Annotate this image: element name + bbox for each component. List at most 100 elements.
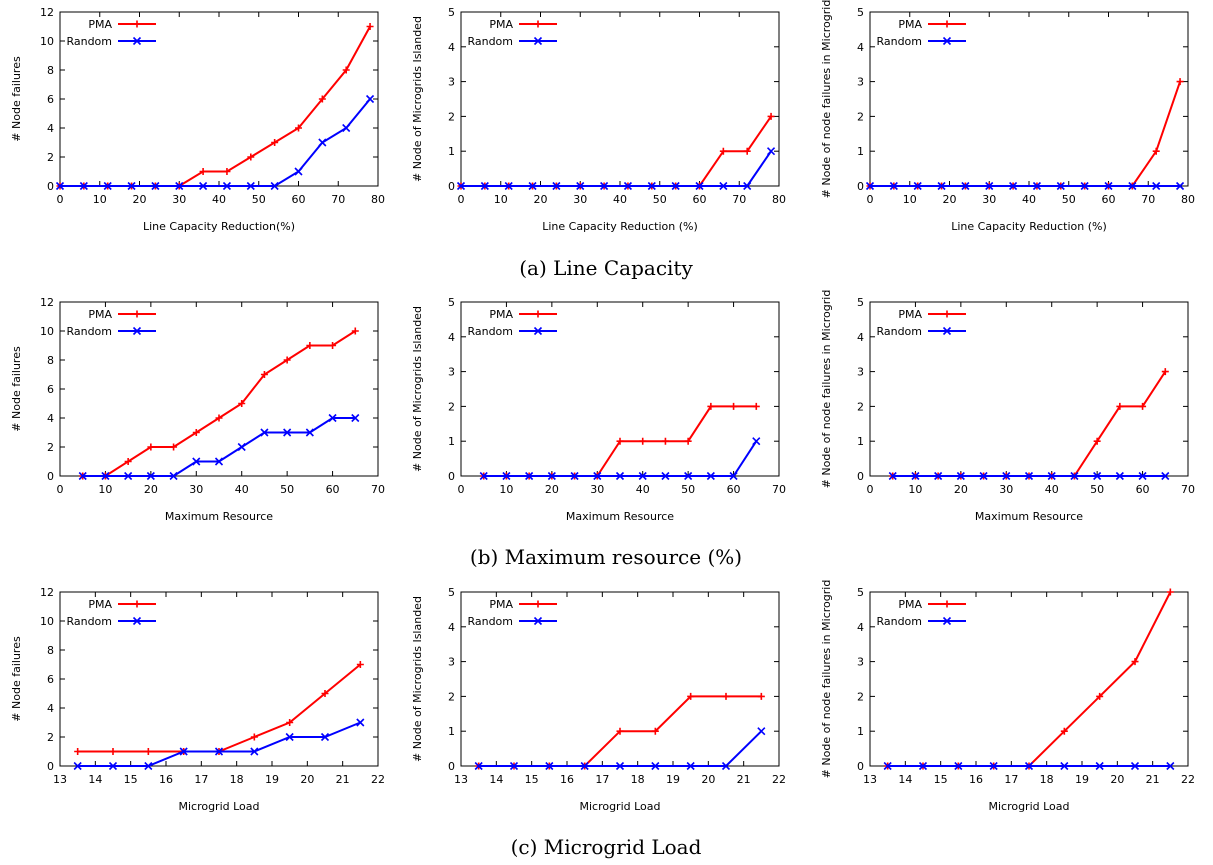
x-tick-label: 70 (732, 193, 746, 206)
x-tick-label: 14 (88, 773, 102, 786)
data-point-random (351, 413, 360, 423)
data-point-pma (329, 342, 337, 349)
data-point-random (937, 181, 946, 191)
series-line-pma (82, 330, 356, 477)
y-tick-label: 0 (47, 180, 54, 193)
data-point-random (547, 471, 556, 481)
x-tick-label: 19 (1075, 773, 1089, 786)
series-line-random (82, 417, 356, 477)
data-point-pma (1060, 727, 1068, 735)
y-tick-label: 2 (857, 400, 864, 413)
data-point-random (192, 457, 201, 466)
legend-marker (942, 616, 952, 626)
data-point-random (883, 761, 892, 771)
legend-marker (133, 310, 141, 318)
x-tick-label: 17 (1004, 773, 1018, 786)
x-tick-label: 20 (943, 193, 957, 206)
data-point-random (1130, 761, 1140, 771)
x-tick-label: 60 (693, 193, 707, 206)
legend-label: Random (876, 615, 922, 628)
legend-label: PMA (898, 598, 922, 611)
legend-label: Random (66, 325, 112, 338)
data-point-random (638, 471, 647, 481)
y-tick-label: 5 (857, 586, 864, 599)
data-point-random (1161, 471, 1170, 481)
data-point-random (686, 761, 695, 771)
x-tick-label: 0 (57, 483, 64, 496)
data-point-random (528, 181, 537, 191)
data-point-pma (1161, 368, 1169, 376)
chart-1: 0 10 20 30 40 50 60 70 80 0 2 4 6 8 10 12 Line Capacity … (10, 6, 385, 233)
series-line-pma (887, 591, 1172, 767)
data-point-pma (687, 692, 695, 700)
x-tick-label: 60 (727, 483, 741, 496)
data-point-random (729, 471, 738, 481)
data-point-random (623, 181, 633, 191)
data-point-random (237, 442, 246, 452)
y-tick-label: 2 (448, 400, 455, 413)
data-point-random (175, 181, 184, 191)
x-tick-label: 0 (867, 193, 874, 206)
x-tick-label: 13 (454, 773, 468, 786)
data-point-pma (661, 437, 669, 445)
y-axis-label: # Node failures (10, 56, 23, 142)
x-tick-label: 50 (681, 483, 695, 496)
y-tick-label: 12 (40, 296, 54, 309)
data-point-random (979, 471, 988, 481)
data-point-random (502, 471, 511, 481)
legend-label: Random (66, 615, 112, 628)
y-tick-label: 3 (857, 76, 864, 89)
y-tick-label: 3 (448, 76, 455, 89)
series-line-pma (892, 371, 1167, 477)
data-point-random (55, 181, 65, 191)
chart-8: 13 14 15 16 17 18 19 20 21 22 0 1 2 3 4 5 Microgrid Load… (411, 586, 786, 813)
data-point-random (260, 428, 269, 437)
y-tick-label: 2 (448, 690, 455, 703)
x-tick-label: 14 (898, 773, 912, 786)
y-tick-label: 6 (47, 93, 54, 106)
data-point-random (956, 471, 965, 481)
data-point-random (479, 471, 488, 481)
data-point-random (79, 181, 88, 191)
data-point-random (743, 181, 752, 191)
legend-label: PMA (489, 308, 513, 321)
x-axis-label: Microgrid Load (579, 800, 660, 813)
data-point-random (766, 147, 776, 156)
y-tick-label: 3 (448, 656, 455, 669)
data-point-random (73, 761, 82, 771)
data-point-random (78, 471, 87, 481)
data-point-random (250, 747, 259, 756)
data-point-random (1175, 181, 1185, 191)
x-tick-label: 0 (458, 483, 465, 496)
data-point-random (757, 727, 766, 736)
data-point-pma (342, 66, 350, 74)
data-point-random (888, 471, 897, 481)
y-axis-label: # Node of node failures in Microgrid (820, 0, 833, 198)
data-point-pma (1152, 147, 1160, 155)
data-point-random (570, 471, 579, 481)
data-point-pma (306, 342, 314, 349)
data-point-random (146, 471, 155, 481)
data-point-random (1056, 181, 1065, 191)
data-point-pma (238, 400, 246, 407)
data-point-random (214, 457, 224, 466)
data-point-random (1166, 761, 1175, 771)
x-tick-label: 70 (371, 483, 385, 496)
legend-marker (132, 326, 142, 336)
y-tick-label: 8 (47, 644, 54, 657)
data-point-random (509, 761, 519, 771)
y-tick-label: 3 (448, 366, 455, 379)
data-point-random (911, 471, 920, 481)
x-tick-label: 17 (595, 773, 609, 786)
y-tick-label: 5 (448, 296, 455, 309)
x-tick-label: 40 (212, 193, 226, 206)
series-line-pma (60, 26, 371, 187)
data-point-random (365, 94, 375, 104)
y-tick-label: 4 (448, 621, 455, 634)
y-tick-label: 4 (47, 702, 54, 715)
data-point-pma (1176, 78, 1184, 86)
data-point-random (1024, 471, 1034, 481)
data-point-random (320, 732, 330, 742)
data-point-pma (109, 748, 117, 755)
x-tick-label: 14 (489, 773, 503, 786)
